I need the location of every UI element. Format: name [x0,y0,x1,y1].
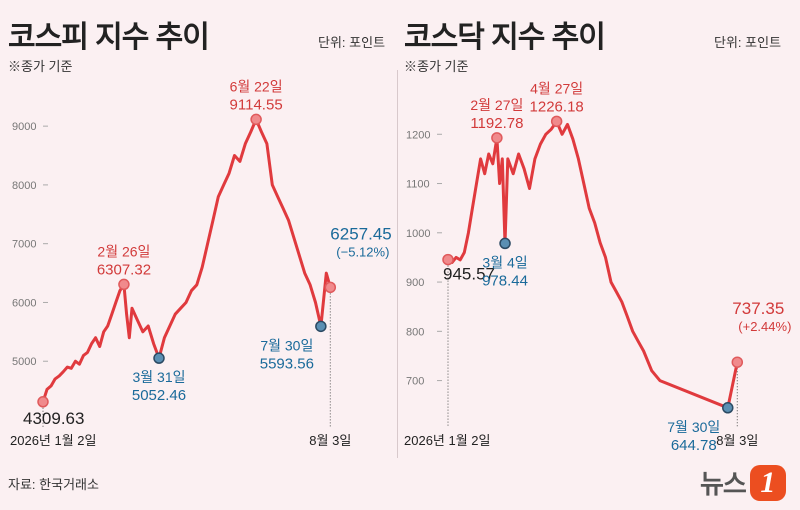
kospi-point-marker [118,278,130,291]
kospi-note: ※종가 기준 [8,59,73,74]
logo-text: 뉴스 [700,469,747,499]
kosdaq-ytick-label: 1000 [406,228,430,240]
kospi-chart-title: 코스피 지수 추이 [8,21,210,54]
kospi-xtick-label: 2026년 1월 2일 [10,433,96,448]
kospi-last-value: 6257.45 [330,224,391,243]
kospi-point-marker [153,352,165,364]
kosdaq-series-line [447,119,739,410]
kosdaq-point-marker [499,237,511,250]
kospi-xtick-label: 8월 3일 [309,433,351,448]
logo-mark-icon: 1 [749,464,786,501]
kosdaq-ytick-label: 1200 [406,129,430,141]
kosdaq-point-date: 4월 27일 [530,80,583,96]
panel-divider [397,70,398,458]
kosdaq-point-marker [491,132,503,144]
kospi-point-marker [37,396,49,408]
kospi-ytick-label: 7000 [12,239,36,251]
kosdaq-xtick-label: 2026년 1월 2일 [404,433,490,448]
kospi-ytick-label: 9000 [12,121,36,133]
kosdaq-line-chart: 700 800 900 1000 1100 1200 2026년 1월 2일 8월 3일 945… [404,80,791,454]
kosdaq-point-marker [550,115,563,128]
kosdaq-point-marker [731,356,744,368]
kospi-point-value: 5052.46 [132,387,186,404]
kosdaq-point-date: 2월 27일 [470,97,523,113]
kospi-series-line [41,117,332,403]
kospi-unit-label: 단위: 포인트 [318,35,386,50]
kospi-point-value: 9114.55 [230,96,283,113]
kospi-point-date: 6월 22일 [230,78,283,94]
source-label: 자료: 한국거래소 [8,477,99,492]
kosdaq-ytick-label: 800 [406,326,424,338]
kospi-point-date: 3월 31일 [132,369,185,385]
kosdaq-point-date: 3월 4일 [482,254,527,270]
kosdaq-point-value: 1192.78 [470,115,523,132]
kosdaq-chart-title: 코스닥 지수 추이 [404,21,606,54]
kospi-point-value: 5593.56 [260,355,314,372]
kosdaq-ytick-label: 900 [406,277,424,289]
kosdaq-point-marker [442,253,454,266]
kosdaq-ytick-label: 700 [406,376,424,388]
kosdaq-xtick-label: 8월 3일 [716,433,758,448]
kospi-point-date: 2월 26일 [97,243,150,259]
kospi-line-chart: 5000 6000 7000 8000 9000 2026년 1월 2일 8월 3일 4309… [10,78,392,448]
kospi-last-change: (−5.12%) [336,244,389,259]
kospi-point-value: 6307.32 [97,261,151,278]
kospi-ytick-label: 6000 [12,297,36,309]
kosdaq-start-value: 945.57 [443,265,495,284]
kospi-point-marker [250,113,262,126]
kospi-start-value: 4309.63 [23,409,84,428]
kosdaq-point-marker [722,402,734,414]
kosdaq-point-value: 978.44 [482,272,528,289]
kosdaq-point-value: 644.78 [671,437,717,454]
kospi-ytick-label: 5000 [12,356,36,368]
kospi-point-marker [315,320,327,333]
kosdaq-point-value: 1226.18 [530,98,584,115]
kospi-ytick-label: 8000 [12,180,36,192]
news1-logo: 뉴스 1 [700,464,786,501]
kospi-point-date: 7월 30일 [260,337,313,353]
kospi-point-marker [324,281,337,294]
kosdaq-last-value: 737.35 [732,299,784,318]
kosdaq-unit-label: 단위: 포인트 [714,35,782,50]
kosdaq-ytick-label: 1100 [406,179,430,191]
kosdaq-last-change: (+2.44%) [738,319,791,334]
kosdaq-point-date: 7월 30일 [667,419,720,435]
kosdaq-note: ※종가 기준 [404,59,469,74]
